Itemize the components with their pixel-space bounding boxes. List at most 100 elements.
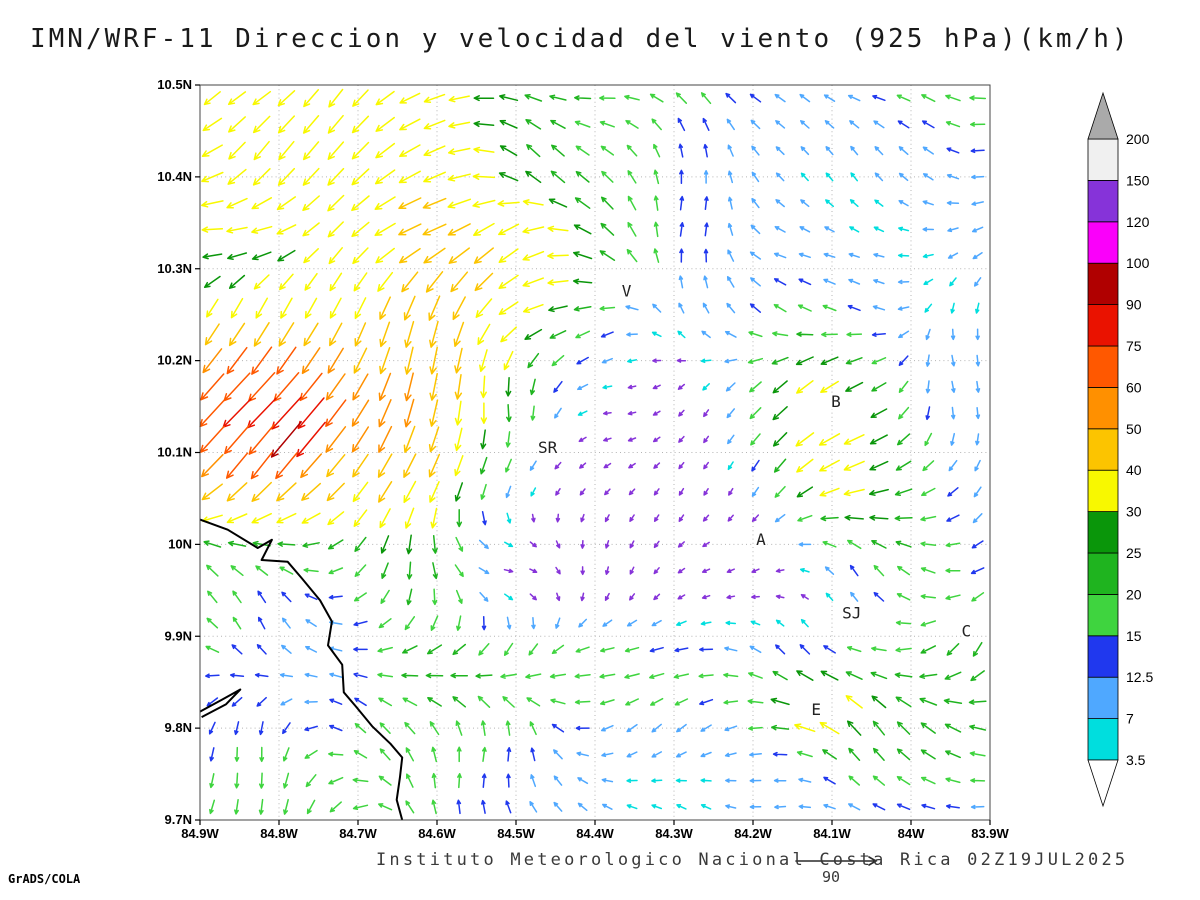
wind-arrow: [819, 487, 840, 497]
wind-arrow: [327, 347, 344, 374]
wind-arrow: [872, 305, 886, 311]
wind-arrow: [480, 429, 487, 450]
wind-arrow: [202, 348, 223, 374]
wind-arrow: [600, 222, 615, 236]
wind-arrow: [820, 515, 839, 522]
wind-arrow: [702, 383, 710, 391]
wind-arrow: [895, 620, 912, 626]
wind-arrow: [703, 461, 710, 470]
wind-arrow: [505, 485, 512, 499]
wind-arrow: [800, 146, 810, 156]
wind-arrow: [201, 453, 224, 478]
wind-arrow: [773, 278, 787, 286]
wind-arrow: [522, 277, 545, 287]
wind-arrow: [549, 673, 567, 679]
wind-vectors: [199, 88, 987, 815]
wind-arrow: [700, 358, 712, 364]
wind-arrow: [232, 616, 242, 630]
wind-arrow: [203, 275, 221, 288]
wind-arrow: [550, 119, 566, 129]
wind-arrow: [775, 120, 786, 129]
wind-arrow: [971, 226, 984, 233]
wind-arrow: [951, 380, 956, 393]
wind-arrow: [749, 381, 762, 393]
wind-arrow: [454, 427, 463, 452]
wind-arrow: [282, 722, 291, 735]
wind-arrow: [775, 199, 785, 208]
wind-arrow: [946, 200, 960, 206]
wind-arrow: [626, 804, 638, 810]
wind-arrow: [572, 278, 593, 285]
wind-arrow: [869, 460, 889, 471]
wind-arrow: [898, 226, 910, 232]
wind-arrow: [823, 776, 836, 785]
wind-arrow: [281, 644, 292, 654]
wind-arrow: [604, 540, 610, 549]
wind-arrow: [454, 374, 463, 400]
wind-arrow: [328, 751, 344, 757]
wind-arrow: [404, 616, 416, 631]
wind-arrow: [271, 396, 302, 430]
wind-arrow: [352, 777, 369, 783]
wind-arrow: [456, 508, 463, 528]
wind-arrow: [676, 723, 687, 733]
wind-arrow: [429, 372, 438, 401]
wind-arrow: [453, 321, 465, 347]
wind-arrow: [504, 593, 514, 601]
wind-arrow: [379, 748, 391, 761]
wind-arrow: [398, 197, 422, 210]
wind-arrow: [897, 253, 910, 258]
colorbar-label: 7: [1126, 711, 1134, 727]
wind-arrow: [431, 772, 437, 789]
wind-arrow: [751, 459, 760, 472]
wind-arrow: [799, 644, 811, 655]
wind-arrow: [329, 272, 343, 292]
wind-arrow: [628, 488, 636, 496]
wind-arrow: [651, 619, 662, 627]
wind-arrow: [677, 117, 686, 132]
wind-arrow: [431, 746, 438, 763]
wind-arrow: [870, 408, 888, 419]
wind-arrow: [277, 115, 295, 134]
wind-arrow: [873, 564, 885, 577]
wind-arrow: [602, 410, 612, 416]
colorbar-label: 120: [1126, 214, 1150, 230]
wind-arrow: [530, 774, 537, 788]
wind-arrow: [973, 486, 982, 498]
wind-arrow: [823, 94, 836, 102]
wind-arrow: [946, 643, 960, 656]
wind-arrow: [228, 322, 246, 347]
wind-arrow: [796, 750, 813, 758]
wind-arrow: [843, 488, 865, 497]
wind-arrow: [472, 173, 496, 180]
colorbar-label: 60: [1126, 379, 1142, 395]
wind-arrow: [674, 647, 689, 653]
wind-arrow: [480, 720, 486, 737]
wind-arrow: [431, 799, 437, 815]
wind-arrow: [505, 431, 511, 448]
wind-arrow: [624, 673, 640, 679]
wind-arrow: [627, 195, 637, 211]
wind-arrow: [796, 331, 814, 337]
wind-arrow: [845, 695, 863, 709]
wind-arrow: [599, 305, 616, 311]
wind-arrow: [898, 172, 909, 182]
wind-arrow: [425, 271, 444, 293]
wind-arrow: [404, 398, 415, 428]
wind-arrow: [629, 593, 636, 601]
wind-arrow: [251, 197, 273, 210]
wind-arrow: [969, 121, 986, 127]
wind-arrow: [599, 250, 616, 261]
wind-arrow: [920, 722, 936, 734]
wind-arrow: [402, 645, 418, 654]
wind-arrow: [498, 301, 519, 316]
wind-arrow: [399, 144, 421, 158]
colorbar-segment: [1087, 138, 1119, 181]
wind-arrow: [401, 672, 419, 679]
wind-arrow: [579, 488, 586, 496]
wind-arrow: [653, 221, 659, 238]
wind-arrow: [796, 670, 814, 681]
wind-arrow: [874, 199, 884, 207]
wind-arrow: [651, 331, 662, 338]
wind-arrow: [968, 699, 987, 705]
